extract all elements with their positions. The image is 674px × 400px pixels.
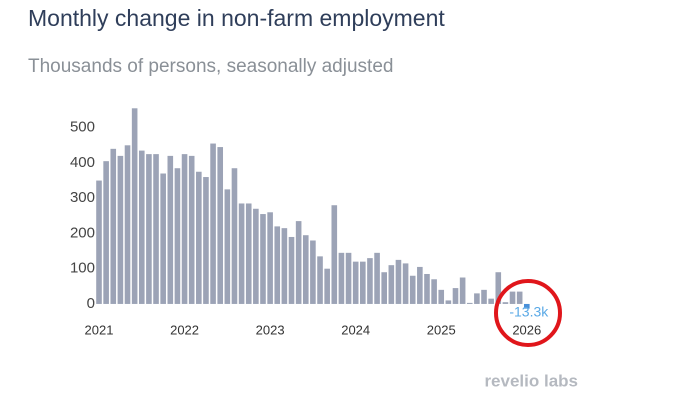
bar xyxy=(331,205,338,304)
bar xyxy=(224,189,231,304)
bar xyxy=(110,148,117,304)
bar xyxy=(488,298,494,304)
bar xyxy=(217,147,224,304)
bar xyxy=(310,240,316,304)
bar xyxy=(288,236,295,304)
bar xyxy=(231,168,238,304)
bar xyxy=(438,289,445,304)
bar xyxy=(452,288,459,304)
bar xyxy=(267,212,273,304)
bar xyxy=(131,108,138,304)
y-tick-label: 400 xyxy=(70,154,95,171)
bar xyxy=(167,155,174,304)
bar xyxy=(360,261,366,304)
bar xyxy=(474,293,480,304)
bar xyxy=(352,261,359,304)
bar xyxy=(516,291,523,304)
bar xyxy=(417,266,423,304)
y-tick-label: 200 xyxy=(70,224,95,241)
x-tick-label: 2021 xyxy=(85,322,114,337)
bar xyxy=(324,268,330,304)
bar xyxy=(345,252,352,304)
bar xyxy=(245,203,252,304)
x-tick-label: 2024 xyxy=(341,322,370,337)
logo: revelio labs xyxy=(484,371,578,390)
bar xyxy=(260,214,266,304)
bar xyxy=(181,154,188,304)
bar xyxy=(210,143,216,304)
bar xyxy=(424,273,430,304)
x-tick-label: 2023 xyxy=(256,322,285,337)
y-tick-label: 0 xyxy=(87,295,95,312)
bar xyxy=(281,228,288,304)
x-tick-label: 2022 xyxy=(170,322,199,337)
chart-title: Monthly change in non-farm employment xyxy=(28,5,445,31)
bar xyxy=(402,263,409,304)
bar xyxy=(103,161,109,304)
y-tick-label: 300 xyxy=(70,189,95,206)
y-tick-label: 100 xyxy=(70,260,95,277)
bar xyxy=(367,258,373,304)
bar xyxy=(203,177,209,304)
bar xyxy=(302,235,309,304)
bar xyxy=(409,275,416,304)
highlight-circle xyxy=(494,279,562,347)
bar xyxy=(174,168,181,304)
value-label: -13.3k xyxy=(509,304,549,320)
bar xyxy=(495,272,502,304)
x-tick-label: 2025 xyxy=(427,322,456,337)
bar xyxy=(238,203,245,304)
bar xyxy=(374,252,380,304)
bar xyxy=(338,252,345,304)
bar xyxy=(196,171,202,304)
bar xyxy=(509,291,516,304)
bar xyxy=(445,300,452,304)
bar xyxy=(388,265,395,304)
bar xyxy=(253,208,259,304)
bar xyxy=(153,154,159,304)
bar xyxy=(395,259,402,304)
bar xyxy=(481,289,487,304)
bar xyxy=(459,277,466,304)
bar xyxy=(124,145,131,304)
plot-area: 0 100 200 300 400 500 2021 2022 2023 2024 2025 2026… xyxy=(70,108,549,337)
y-tick-label: 500 xyxy=(70,119,95,136)
x-tick-label: 2026 xyxy=(512,322,541,337)
bar xyxy=(96,180,102,304)
bar xyxy=(117,155,124,304)
bar xyxy=(188,155,195,304)
bar xyxy=(160,173,166,304)
bar xyxy=(317,256,323,304)
bar xyxy=(274,226,281,304)
bar xyxy=(502,302,509,304)
bar xyxy=(146,154,152,304)
bar xyxy=(295,221,302,304)
bar xyxy=(431,279,437,304)
bar xyxy=(466,302,473,304)
bar xyxy=(381,272,387,304)
bar xyxy=(138,150,145,304)
bar xyxy=(524,303,530,309)
chart-subtitle: Thousands of persons, seasonally adjuste… xyxy=(28,56,393,77)
